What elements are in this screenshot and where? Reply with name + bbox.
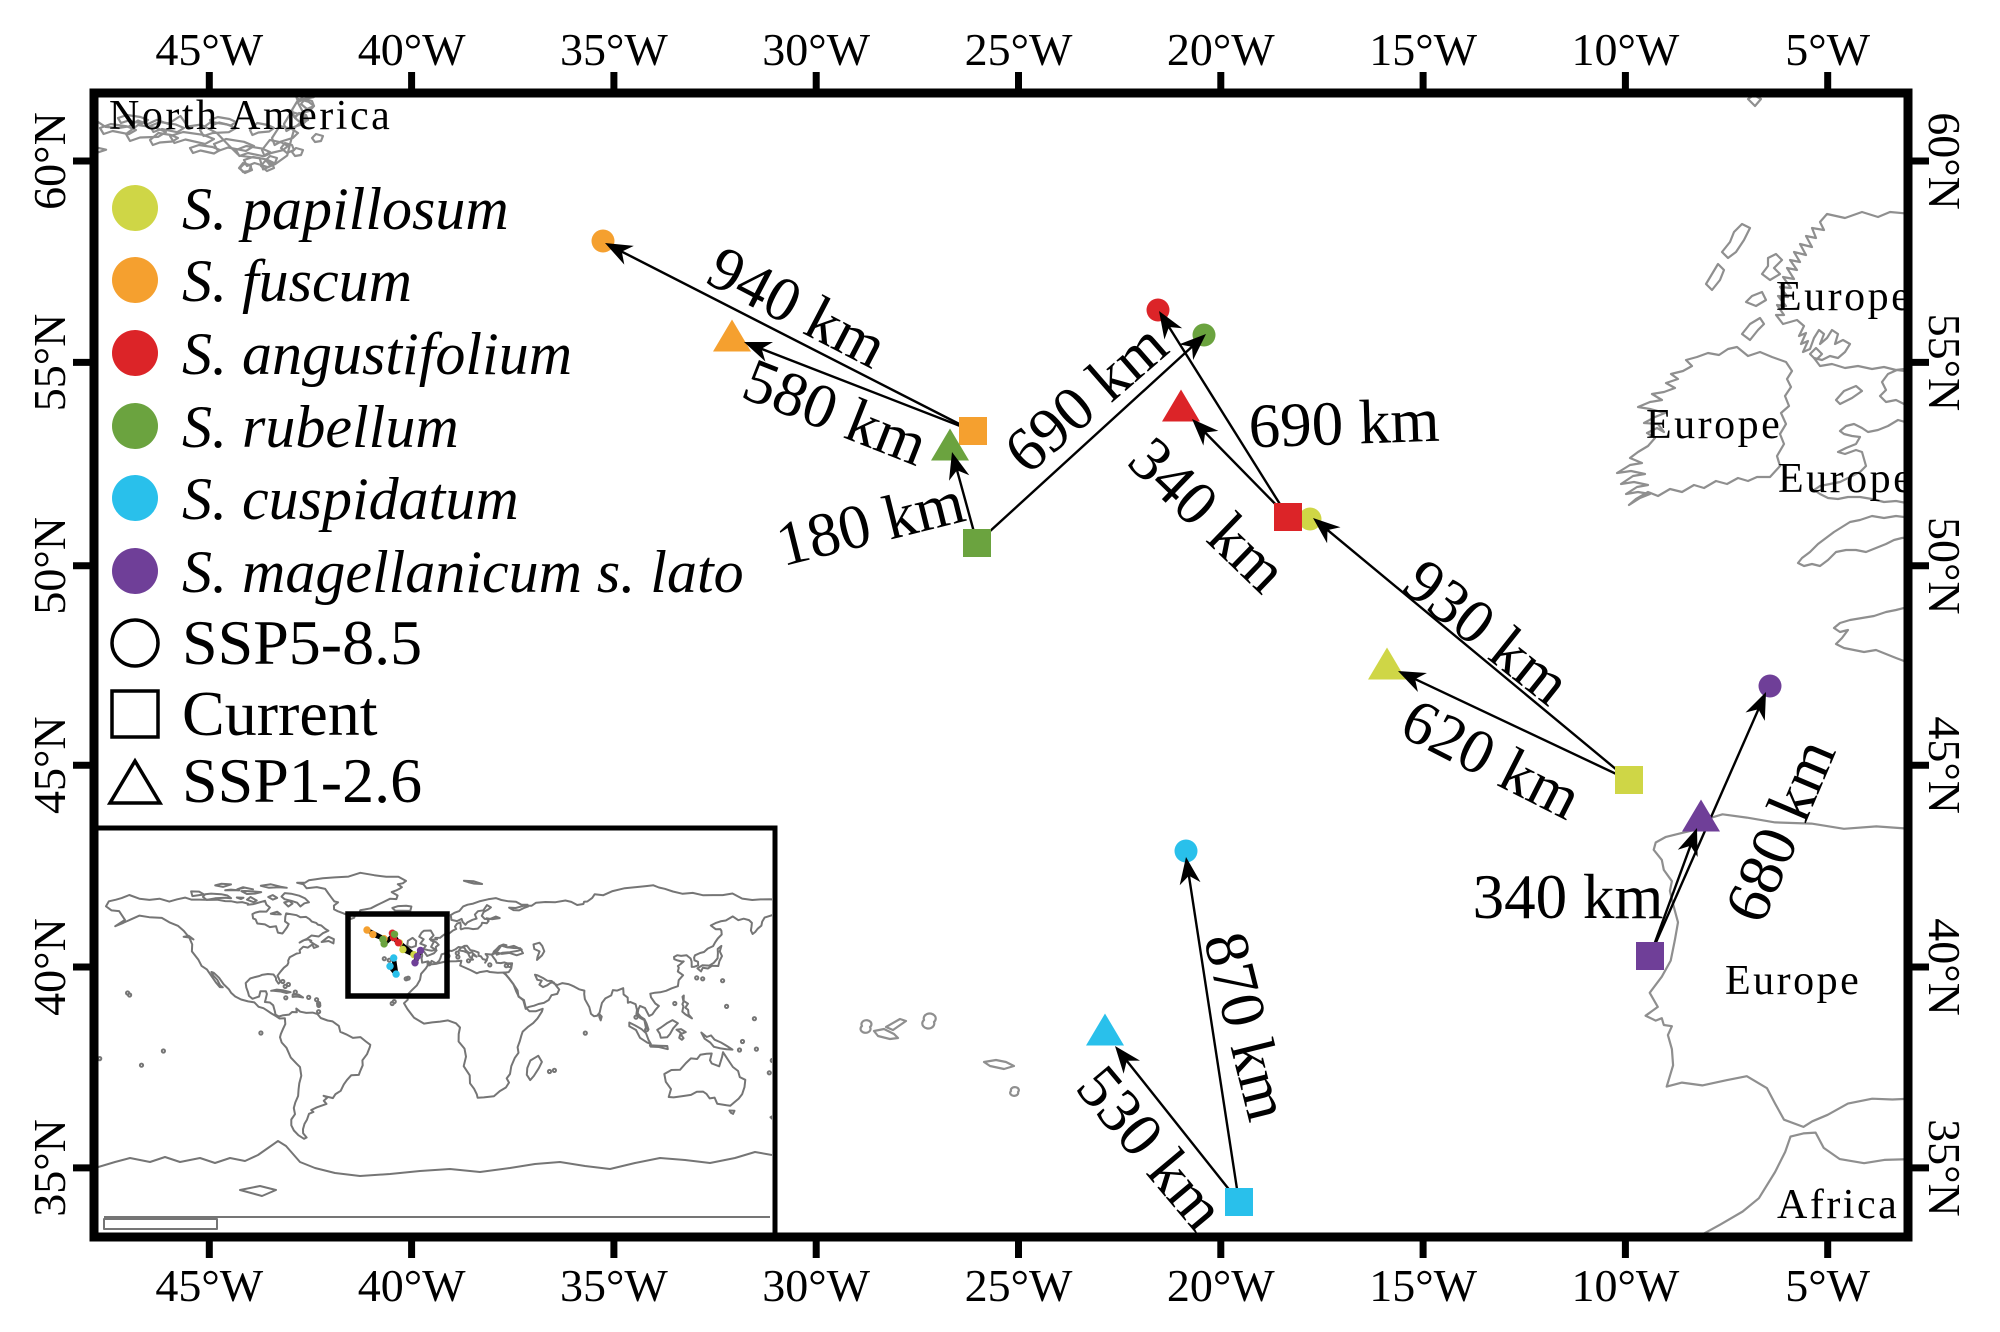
- svg-text:35°W: 35°W: [560, 1260, 668, 1311]
- svg-text:SSP1-2.6: SSP1-2.6: [182, 745, 422, 816]
- svg-text:Europe: Europe: [1778, 456, 1914, 502]
- svg-text:S. angustifolium: S. angustifolium: [182, 321, 572, 387]
- svg-text:40°W: 40°W: [358, 1260, 466, 1311]
- svg-text:690 km: 690 km: [1247, 385, 1440, 462]
- svg-text:5°W: 5°W: [1785, 1260, 1870, 1311]
- svg-text:45°N: 45°N: [1919, 716, 1970, 814]
- svg-text:45°W: 45°W: [155, 1260, 263, 1311]
- svg-text:55°N: 55°N: [24, 314, 75, 412]
- svg-text:Europe: Europe: [1646, 402, 1782, 448]
- svg-text:55°N: 55°N: [1919, 314, 1970, 412]
- svg-text:25°W: 25°W: [965, 24, 1073, 75]
- svg-text:10°W: 10°W: [1571, 24, 1679, 75]
- svg-text:S. magellanicum s. lato: S. magellanicum s. lato: [182, 539, 744, 605]
- svg-text:SSP5-8.5: SSP5-8.5: [182, 607, 422, 678]
- svg-text:Current: Current: [182, 678, 378, 749]
- svg-text:5°W: 5°W: [1785, 24, 1870, 75]
- svg-text:60°N: 60°N: [1919, 112, 1970, 210]
- svg-text:25°W: 25°W: [965, 1260, 1073, 1311]
- svg-text:40°N: 40°N: [24, 918, 75, 1016]
- svg-text:40°N: 40°N: [1919, 918, 1970, 1016]
- svg-text:S. cuspidatum: S. cuspidatum: [182, 466, 519, 532]
- svg-text:30°W: 30°W: [762, 24, 870, 75]
- svg-text:30°W: 30°W: [762, 1260, 870, 1311]
- svg-text:50°N: 50°N: [1919, 517, 1970, 615]
- svg-text:50°N: 50°N: [24, 517, 75, 615]
- svg-text:Europe: Europe: [1725, 958, 1861, 1004]
- svg-text:S. papillosum: S. papillosum: [182, 176, 509, 242]
- svg-text:North America: North America: [109, 93, 392, 139]
- svg-text:35°W: 35°W: [560, 24, 668, 75]
- svg-text:340 km: 340 km: [1473, 862, 1664, 932]
- svg-text:45°W: 45°W: [155, 24, 263, 75]
- svg-text:60°N: 60°N: [24, 112, 75, 210]
- svg-text:20°W: 20°W: [1167, 24, 1275, 75]
- svg-text:15°W: 15°W: [1369, 1260, 1477, 1311]
- svg-text:Europe: Europe: [1776, 274, 1912, 320]
- svg-text:45°N: 45°N: [24, 716, 75, 814]
- svg-text:10°W: 10°W: [1571, 1260, 1679, 1311]
- svg-text:35°N: 35°N: [24, 1119, 75, 1217]
- svg-text:15°W: 15°W: [1369, 24, 1477, 75]
- svg-text:40°W: 40°W: [358, 24, 466, 75]
- svg-text:Africa: Africa: [1777, 1182, 1899, 1228]
- svg-text:20°W: 20°W: [1167, 1260, 1275, 1311]
- svg-text:S. rubellum: S. rubellum: [182, 394, 459, 460]
- svg-text:S. fuscum: S. fuscum: [182, 248, 412, 314]
- svg-text:35°N: 35°N: [1919, 1119, 1970, 1217]
